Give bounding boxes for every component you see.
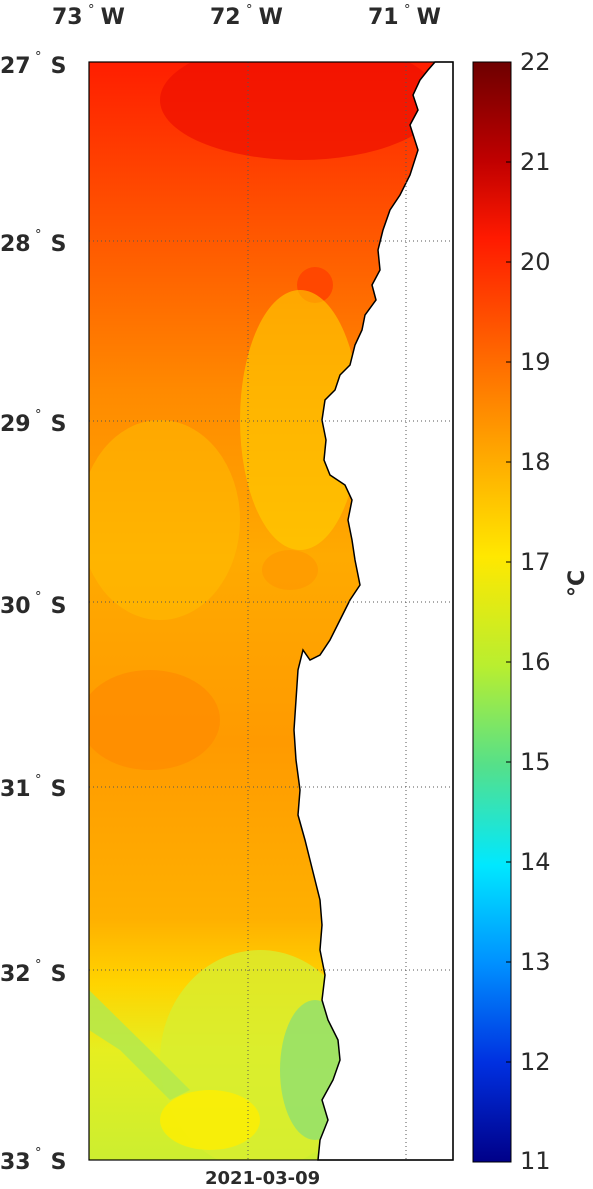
colorbar-tick-21: 21 — [520, 148, 551, 176]
lat-label-27s: 27 ° S — [0, 50, 67, 79]
lon-label-72w: 72 ° W — [210, 3, 283, 30]
colorbar — [472, 61, 512, 1163]
colorbar-tick-14: 14 — [520, 848, 551, 876]
lat-label-29s: 29 ° S — [0, 408, 67, 437]
lat-label-31s: 31 ° S — [0, 773, 67, 802]
lat-label-30s: 30 ° S — [0, 590, 67, 619]
map-frame — [88, 61, 454, 1161]
lat-label-28s: 28 ° S — [0, 228, 67, 257]
colorbar-ticks — [506, 161, 511, 1063]
lat-label-33s: 33 ° S — [0, 1146, 67, 1175]
lon-label-73w: 73 ° W — [52, 3, 125, 30]
colorbar-tick-19: 19 — [520, 348, 551, 376]
colorbar-tick-11: 11 — [520, 1147, 551, 1175]
lat-label-32s: 32 ° S — [0, 958, 67, 987]
colorbar-tick-22: 22 — [520, 48, 551, 76]
colorbar-tick-13: 13 — [520, 948, 551, 976]
land-mask — [293, 61, 454, 1161]
graticule — [89, 62, 453, 1160]
colorbar-tick-18: 18 — [520, 448, 551, 476]
colorbar-tick-15: 15 — [520, 748, 551, 776]
colorbar-tick-17: 17 — [520, 548, 551, 576]
colorbar-unit-label: °C — [565, 569, 590, 597]
lon-label-71w: 71 ° W — [368, 3, 441, 30]
colorbar-tick-12: 12 — [520, 1048, 551, 1076]
colorbar-tick-20: 20 — [520, 248, 551, 276]
colorbar-tick-16: 16 — [520, 648, 551, 676]
date-label: 2021-03-09 — [205, 1168, 321, 1189]
